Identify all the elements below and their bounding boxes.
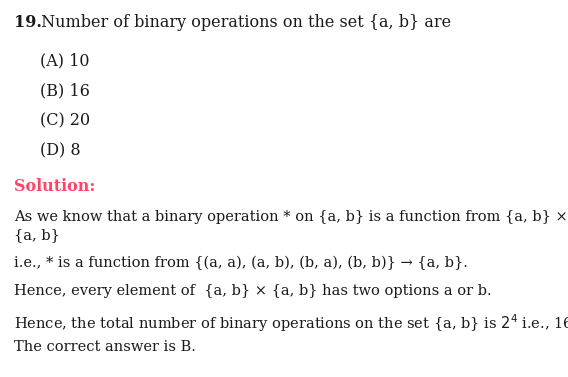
- Text: Number of binary operations on the set {a, b} are: Number of binary operations on the set {…: [36, 14, 451, 31]
- Text: Hence, the total number of binary operations on the set {a, b} is $2^4$ i.e., 16: Hence, the total number of binary operat…: [14, 312, 568, 334]
- Text: Hence, every element of  {a, b} × {a, b} has two options a or b.: Hence, every element of {a, b} × {a, b} …: [14, 284, 492, 298]
- Text: {a, b}: {a, b}: [14, 228, 60, 242]
- Text: i.e., * is a function from {(a, a), (a, b), (b, a), (b, b)} → {a, b}.: i.e., * is a function from {(a, a), (a, …: [14, 256, 468, 270]
- Text: (D) 8: (D) 8: [40, 142, 81, 159]
- Text: (B) 16: (B) 16: [40, 82, 90, 99]
- Text: (A) 10: (A) 10: [40, 52, 90, 69]
- Text: The correct answer is B.: The correct answer is B.: [14, 340, 196, 354]
- Text: Solution:: Solution:: [14, 178, 95, 195]
- Text: 19.: 19.: [14, 14, 42, 31]
- Text: As we know that a binary operation * on {a, b} is a function from {a, b} × {a, b: As we know that a binary operation * on …: [14, 210, 568, 224]
- Text: (C) 20: (C) 20: [40, 112, 90, 129]
